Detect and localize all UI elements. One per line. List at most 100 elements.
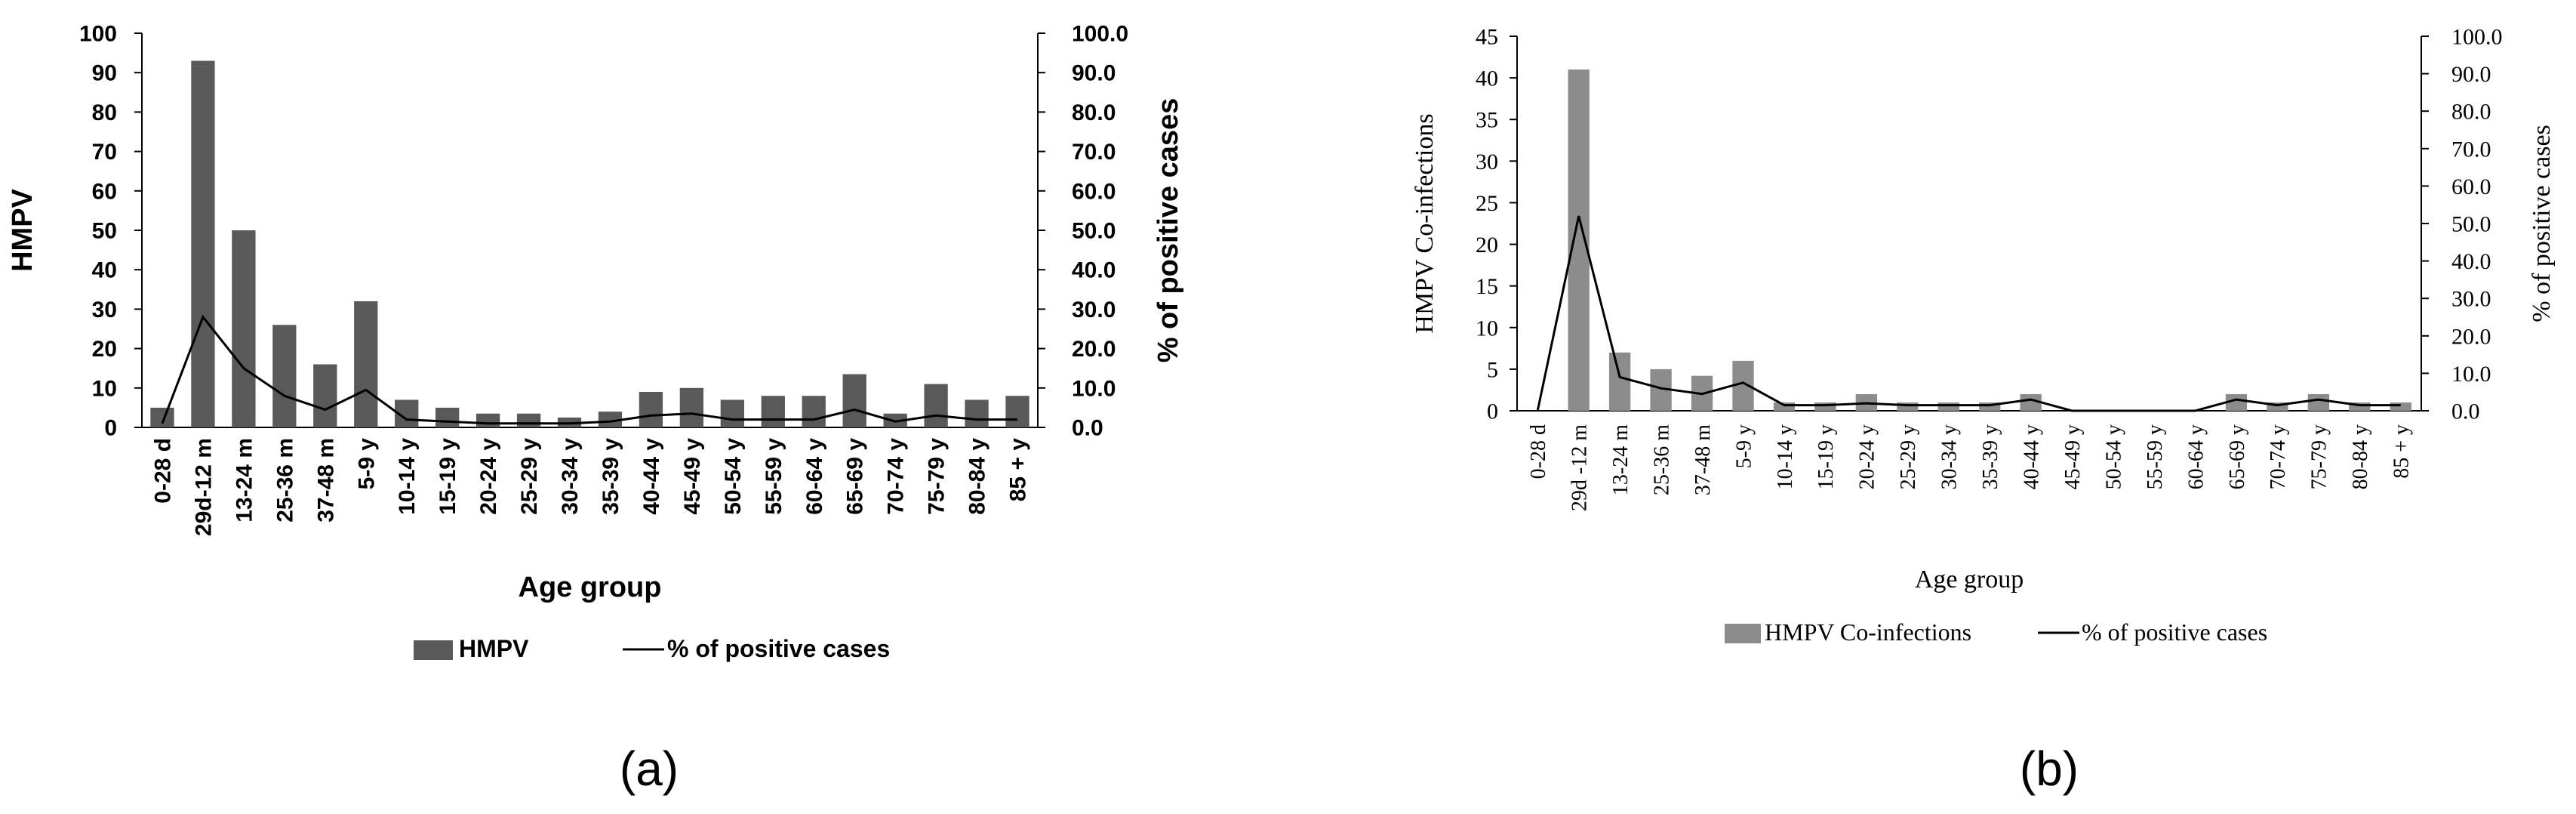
y-tick-label: 20 bbox=[1476, 233, 1498, 257]
y2-axis-title: % of positive cases bbox=[1153, 98, 1184, 363]
x-tick-label: 40-44 y bbox=[639, 438, 664, 515]
x-tick-label: 15-19 y bbox=[435, 438, 460, 515]
y-tick-label: 0 bbox=[1487, 399, 1498, 424]
x-tick-label: 70-74 y bbox=[2267, 424, 2290, 489]
bar bbox=[272, 325, 297, 427]
panel-label: (a) bbox=[620, 742, 679, 796]
y-axis-title: HMPV Co-infections bbox=[1411, 113, 1439, 333]
legend-bar-label: HMPV Co-infections bbox=[1765, 618, 1971, 646]
x-axis-title: Age group bbox=[1915, 566, 2024, 594]
x-tick-label: 15-19 y bbox=[1814, 424, 1838, 489]
x-tick-label: 20-24 y bbox=[1856, 424, 1879, 489]
x-tick-label: 85 + y bbox=[2390, 424, 2414, 479]
x-tick-label: 55-59 y bbox=[2144, 424, 2167, 489]
y2-tick-label: 70.0 bbox=[1072, 140, 1116, 165]
y-tick-label: 80 bbox=[92, 100, 117, 125]
x-tick-label: 20-24 y bbox=[476, 438, 501, 515]
y-tick-label: 40 bbox=[1476, 66, 1498, 91]
bar bbox=[1568, 69, 1590, 411]
x-tick-label: 50-54 y bbox=[2102, 424, 2125, 489]
x-tick-label: 70-74 y bbox=[884, 438, 909, 515]
y-tick-label: 90 bbox=[92, 61, 117, 86]
legend-line-label: % of positive cases bbox=[667, 635, 890, 662]
x-tick-label: 35-39 y bbox=[1979, 424, 2002, 489]
x-tick-label: 60-64 y bbox=[2184, 424, 2208, 489]
y-tick-label: 5 bbox=[1487, 357, 1498, 382]
x-tick-label: 85 + y bbox=[1006, 438, 1031, 502]
y2-tick-label: 60.0 bbox=[2451, 174, 2491, 199]
x-tick-label: 60-64 y bbox=[802, 438, 827, 515]
y2-tick-label: 40.0 bbox=[1072, 258, 1116, 283]
x-axis-title: Age group bbox=[519, 572, 662, 603]
y-tick-label: 35 bbox=[1476, 108, 1498, 133]
y2-tick-label: 30.0 bbox=[1072, 298, 1116, 322]
bar bbox=[1814, 402, 1836, 411]
bar bbox=[720, 399, 744, 427]
x-tick-label: 45-49 y bbox=[2061, 424, 2085, 489]
x-tick-label: 30-34 y bbox=[558, 438, 583, 515]
x-tick-label: 30-34 y bbox=[1938, 424, 1962, 489]
x-tick-label: 0-28 d bbox=[1527, 424, 1550, 479]
bar bbox=[313, 364, 337, 427]
bar bbox=[191, 60, 215, 427]
bar bbox=[639, 392, 663, 427]
y2-tick-label: 100.0 bbox=[2451, 25, 2503, 50]
x-tick-label: 5-9 y bbox=[1732, 424, 1756, 468]
x-tick-label: 40-44 y bbox=[2020, 424, 2044, 489]
y2-tick-label: 80.0 bbox=[2451, 100, 2491, 125]
bar bbox=[1897, 402, 1919, 411]
y2-tick-label: 90.0 bbox=[1072, 61, 1116, 86]
y2-tick-label: 20.0 bbox=[2451, 324, 2491, 349]
bar bbox=[802, 396, 826, 427]
y2-tick-label: 10.0 bbox=[1072, 376, 1116, 401]
y-tick-label: 45 bbox=[1476, 25, 1498, 50]
legend-bar-swatch bbox=[1725, 624, 1761, 643]
x-tick-label: 29d-12 m bbox=[191, 438, 216, 536]
x-tick-label: 75-79 y bbox=[2308, 424, 2331, 489]
bar bbox=[2390, 402, 2411, 411]
x-tick-label: 80-84 y bbox=[2349, 424, 2372, 489]
bar bbox=[2307, 393, 2330, 411]
y-tick-label: 30 bbox=[1476, 150, 1498, 174]
x-tick-label: 45-49 y bbox=[680, 438, 705, 515]
bar bbox=[1773, 402, 1796, 411]
x-tick-label: 25-36 m bbox=[1650, 424, 1673, 495]
x-tick-label: 29d -12 m bbox=[1568, 424, 1592, 511]
x-tick-label: 35-39 y bbox=[599, 438, 623, 515]
y2-tick-label: 40.0 bbox=[2451, 249, 2491, 274]
bar bbox=[842, 374, 866, 427]
bar bbox=[475, 413, 500, 427]
bar bbox=[2349, 402, 2371, 411]
bar bbox=[516, 413, 541, 427]
y-tick-label: 25 bbox=[1476, 191, 1498, 216]
y2-tick-label: 80.0 bbox=[1072, 100, 1116, 125]
y-axis-title: HMPV bbox=[7, 188, 38, 271]
bar bbox=[1937, 402, 1959, 411]
x-tick-label: 25-29 y bbox=[517, 438, 542, 515]
x-tick-label: 55-59 y bbox=[762, 438, 786, 515]
bar bbox=[1005, 396, 1029, 427]
y2-tick-label: 60.0 bbox=[1072, 179, 1116, 204]
x-tick-label: 13-24 m bbox=[1609, 424, 1633, 495]
y2-tick-label: 50.0 bbox=[1072, 219, 1116, 244]
y2-tick-label: 10.0 bbox=[2451, 362, 2491, 387]
bar bbox=[679, 387, 704, 427]
x-tick-label: 0-28 d bbox=[151, 438, 176, 504]
legend-line-label: % of positive cases bbox=[2082, 618, 2267, 646]
positive-cases-line bbox=[1536, 215, 2401, 412]
bar bbox=[2225, 393, 2248, 411]
y2-tick-label: 30.0 bbox=[2451, 287, 2491, 312]
bar bbox=[435, 407, 460, 427]
bar bbox=[598, 412, 623, 427]
bar bbox=[150, 407, 174, 427]
x-tick-label: 37-48 m bbox=[1691, 424, 1715, 495]
y-tick-label: 40 bbox=[92, 258, 117, 283]
x-tick-label: 10-14 y bbox=[395, 438, 420, 515]
bar bbox=[232, 230, 256, 427]
panel-label: (b) bbox=[2020, 742, 2079, 796]
y2-tick-label: 20.0 bbox=[1072, 337, 1116, 362]
y-tick-label: 20 bbox=[92, 337, 117, 362]
bar bbox=[965, 399, 989, 427]
chart-panel-a: 0 10 20 30 40 50 60 70 80 90 100 0.0 10.0 20.0 30.0 40.… bbox=[7, 22, 1184, 797]
